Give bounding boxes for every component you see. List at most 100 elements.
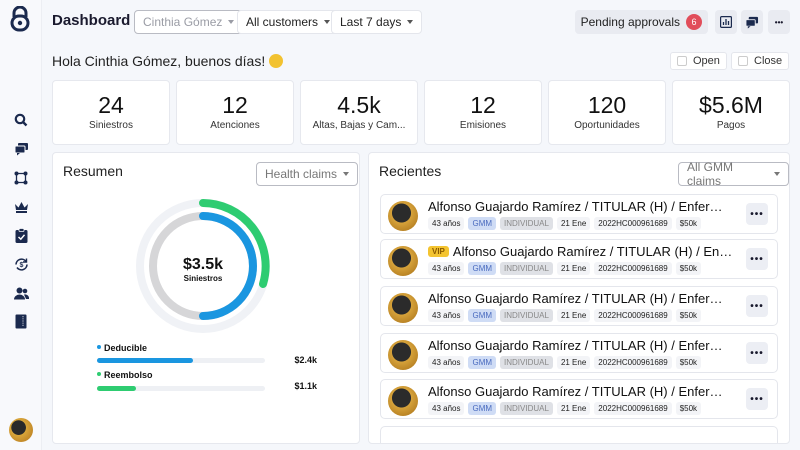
customers-select-value: All customers — [246, 15, 319, 29]
reembolso-progress-bar — [97, 386, 265, 391]
logo-icon[interactable] — [10, 6, 30, 32]
policy-tag: 2022HC000961689 — [594, 217, 672, 230]
claim-row[interactable]: Alfonso Guajardo Ramírez / TITULAR (H) /… — [380, 333, 778, 373]
plan-tag: INDIVIDUAL — [500, 402, 553, 415]
claim-title: VIP Alfonso Guajardo Ramírez / TITULAR (H… — [428, 244, 733, 259]
date-range-select[interactable]: Last 7 days — [331, 10, 423, 34]
open-filter-checkbox[interactable]: Open — [670, 52, 727, 70]
claim-row[interactable]: VIP Alfonso Guajardo Ramírez / TITULAR (H… — [380, 239, 778, 279]
date-tag: 21 Ene — [556, 217, 591, 230]
more-options-button[interactable]: ••• — [768, 10, 790, 34]
stat-value: 12 — [222, 92, 248, 118]
vip-badge: VIP — [428, 246, 449, 257]
workflow-icon[interactable] — [12, 169, 30, 187]
claim-title: Alfonso Guajardo Ramírez / TITULAR (H) /… — [428, 338, 733, 353]
plan-tag: INDIVIDUAL — [500, 356, 553, 369]
stat-value: 24 — [98, 92, 124, 118]
ellipsis-icon: ••• — [750, 393, 764, 405]
stat-label: Altas, Bajas y Cam... — [312, 120, 406, 131]
chevron-down-icon — [343, 172, 350, 176]
claim-title-text: Alfonso Guajardo Ramírez / TITULAR (H) /… — [452, 244, 733, 259]
search-icon[interactable] — [12, 111, 30, 129]
type-tag: GMM — [468, 262, 497, 275]
agent-select[interactable]: Cinthia Gómez — [134, 10, 244, 34]
close-filter-checkbox[interactable]: Close — [731, 52, 790, 70]
row-more-button[interactable]: ••• — [746, 342, 768, 364]
amount-tag: $50k — [675, 356, 702, 369]
age-tag: 43 años — [428, 402, 465, 415]
stat-label: Oportunidades — [574, 120, 640, 131]
stat-label: Atenciones — [210, 120, 260, 131]
policy-tag: 2022HC000961689 — [594, 402, 672, 415]
stat-card-siniestros[interactable]: 24 Siniestros — [52, 80, 170, 145]
type-tag: GMM — [468, 309, 497, 322]
clipboard-check-icon[interactable] — [12, 226, 30, 244]
ellipsis-icon: ••• — [774, 17, 784, 27]
avatar — [388, 340, 418, 370]
chart-icon — [720, 16, 732, 28]
plan-tag: INDIVIDUAL — [500, 217, 553, 230]
donut-center-label: Siniestros — [183, 274, 223, 283]
type-tag: GMM — [468, 356, 497, 369]
stat-value: 120 — [587, 92, 627, 118]
legend-label: Reembolso — [104, 370, 153, 380]
users-icon[interactable] — [12, 284, 30, 302]
pending-count-badge: 6 — [686, 14, 702, 30]
stat-card-altas[interactable]: 4.5k Altas, Bajas y Cam... — [300, 80, 418, 145]
chat-icon[interactable] — [12, 140, 30, 158]
avatar — [388, 293, 418, 323]
avatar — [388, 246, 418, 276]
legend-reembolso: Reembolso — [97, 370, 153, 380]
amount-tag: $50k — [675, 309, 702, 322]
age-tag: 43 años — [428, 262, 465, 275]
type-tag: GMM — [468, 402, 497, 415]
stat-card-emisiones[interactable]: 12 Emisiones — [424, 80, 542, 145]
book-icon[interactable] — [12, 312, 30, 330]
claim-row-partial[interactable] — [380, 426, 778, 443]
legend-label: Deducible — [104, 343, 148, 353]
health-claims-select[interactable]: Health claims — [256, 162, 359, 186]
pending-approvals-button[interactable]: Pending approvals 6 — [574, 10, 708, 34]
amount-tag: $50k — [675, 402, 702, 415]
gmm-claims-select[interactable]: All GMM claims — [678, 160, 789, 188]
crown-icon[interactable] — [12, 198, 30, 216]
date-tag: 21 Ene — [556, 402, 591, 415]
dot-icon — [97, 372, 101, 376]
stat-value: 12 — [470, 92, 496, 118]
claim-row[interactable]: Alfonso Guajardo Ramírez / TITULAR (H) /… — [380, 286, 778, 326]
resumen-panel: Resumen Health claims $3.5k Siniestros D… — [52, 152, 360, 444]
reembolso-value: $1.1k — [294, 381, 317, 391]
dot-icon — [97, 345, 101, 349]
claim-title: Alfonso Guajardo Ramírez / TITULAR (H) /… — [428, 291, 733, 306]
row-more-button[interactable]: ••• — [746, 295, 768, 317]
stat-card-pagos[interactable]: $5.6M Pagos — [672, 80, 790, 145]
currency-sync-icon[interactable]: $ — [12, 255, 30, 273]
claim-row[interactable]: Alfonso Guajardo Ramírez / TITULAR (H) /… — [380, 379, 778, 419]
stat-value: 4.5k — [337, 92, 381, 118]
chat-icon — [745, 16, 759, 29]
close-label: Close — [754, 55, 783, 67]
greeting-text: Hola Cinthia Gómez, buenos días! — [52, 53, 266, 69]
claim-row[interactable]: Alfonso Guajardo Ramírez / TITULAR (H) /… — [380, 194, 778, 234]
open-label: Open — [693, 55, 720, 67]
policy-tag: 2022HC000961689 — [594, 262, 672, 275]
row-more-button[interactable]: ••• — [746, 388, 768, 410]
stat-card-oportunidades[interactable]: 120 Oportunidades — [548, 80, 666, 145]
smiley-emoji-icon — [269, 54, 284, 68]
checkbox-icon — [677, 56, 687, 66]
user-avatar[interactable] — [9, 418, 33, 442]
reports-button[interactable] — [715, 10, 737, 34]
date-tag: 21 Ene — [556, 262, 591, 275]
stat-card-atenciones[interactable]: 12 Atenciones — [176, 80, 294, 145]
stat-label: Siniestros — [89, 120, 133, 131]
row-more-button[interactable]: ••• — [746, 203, 768, 225]
row-more-button[interactable]: ••• — [746, 248, 768, 270]
sidebar: $ — [0, 0, 42, 450]
date-tag: 21 Ene — [556, 356, 591, 369]
messages-button[interactable] — [741, 10, 763, 34]
recientes-panel: Recientes All GMM claims Alfonso Guajard… — [368, 152, 790, 444]
ellipsis-icon: ••• — [750, 208, 764, 220]
checkbox-icon — [738, 56, 748, 66]
policy-tag: 2022HC000961689 — [594, 309, 672, 322]
customers-select[interactable]: All customers — [237, 10, 340, 34]
